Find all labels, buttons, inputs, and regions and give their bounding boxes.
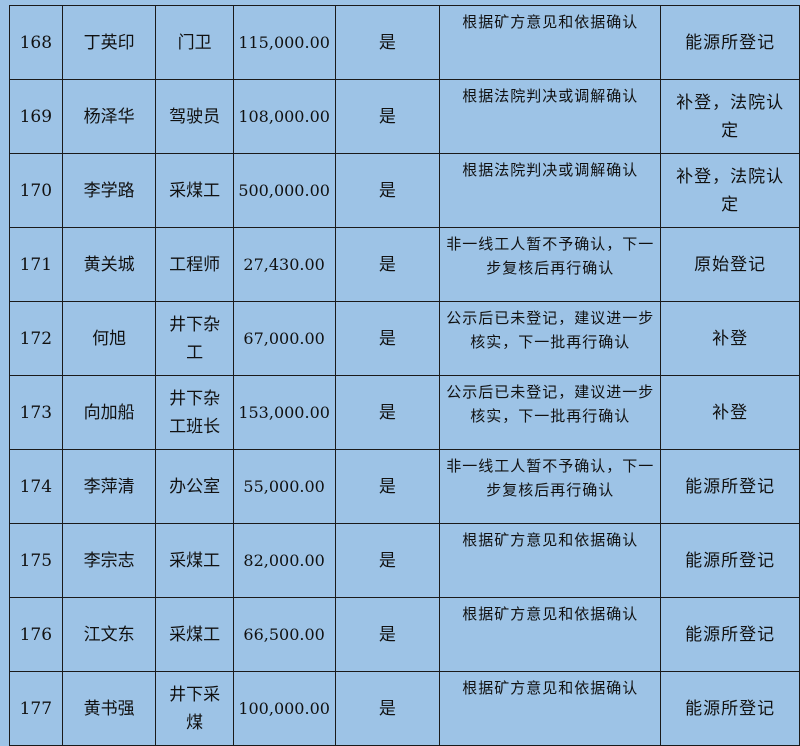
confirmed-cell: 是: [334, 5, 441, 80]
row-number-cell: 175: [9, 523, 63, 598]
name-cell: 黄关城: [61, 227, 157, 302]
job-cell: 办公室: [155, 449, 234, 524]
name-cell: 杨泽华: [61, 79, 157, 154]
table-row: 176 江文东 采煤工 66,500.00 是根据矿方意见和依据确认 能源所登记: [9, 597, 800, 672]
name-cell: 丁英印: [61, 5, 157, 80]
name-cell: 向加船: [61, 375, 157, 450]
amount-cell: 82,000.00: [232, 523, 336, 598]
name-cell: 黄书强: [61, 671, 157, 746]
row-number-cell: 171: [9, 227, 63, 302]
note-cell: 根据矿方意见和依据确认: [439, 523, 662, 598]
job-cell: 工程师: [155, 227, 234, 302]
remark-cell: 补登: [660, 301, 800, 376]
row-number-cell: 170: [9, 153, 63, 228]
amount-cell: 100,000.00: [232, 671, 336, 746]
amount-cell: 500,000.00: [232, 153, 336, 228]
job-cell: 井下杂工: [155, 301, 234, 376]
confirmed-cell: 是: [334, 227, 441, 302]
confirmed-cell: 是: [334, 449, 441, 524]
amount-cell: 55,000.00: [232, 449, 336, 524]
name-cell: 李学路: [61, 153, 157, 228]
table-row: 172 何旭 井下杂工 67,000.00 是公示后已未登记，建议进一步核实，下一批再行…: [9, 301, 800, 376]
note-cell: 非一线工人暂不予确认，下一步复核后再行确认: [439, 227, 662, 302]
note-cell: 非一线工人暂不予确认，下一步复核后再行确认: [439, 449, 662, 524]
job-cell: 采煤工: [155, 597, 234, 672]
remark-cell: 能源所登记: [660, 449, 800, 524]
row-number-cell: 172: [9, 301, 63, 376]
confirmed-cell: 是: [334, 597, 441, 672]
remark-cell: 补登，法院认定: [660, 79, 800, 154]
remark-cell: 能源所登记: [660, 671, 800, 746]
name-cell: 何旭: [61, 301, 157, 376]
job-cell: 井下杂工班长: [155, 375, 234, 450]
note-cell: 根据矿方意见和依据确认: [439, 597, 662, 672]
confirmed-cell: 是: [334, 79, 441, 154]
amount-cell: 66,500.00: [232, 597, 336, 672]
confirmed-cell: 是: [334, 671, 441, 746]
amount-cell: 115,000.00: [232, 5, 336, 80]
amount-cell: 27,430.00: [232, 227, 336, 302]
remark-cell: 补登: [660, 375, 800, 450]
confirmed-cell: 是: [334, 523, 441, 598]
table-row: 171 黄关城 工程师 27,430.00 是非一线工人暂不予确认，下一步复核后再行确认…: [9, 227, 800, 302]
remark-cell: 补登，法院认定: [660, 153, 800, 228]
claims-table: 168 丁英印 门卫 115,000.00 是根据矿方意见和依据确认 能源所登记 169 杨泽…: [9, 5, 800, 746]
confirmed-cell: 是: [334, 375, 441, 450]
remark-cell: 原始登记: [660, 227, 800, 302]
remark-cell: 能源所登记: [660, 5, 800, 80]
amount-cell: 108,000.00: [232, 79, 336, 154]
table-row: 169 杨泽华 驾驶员 108,000.00 是根据法院判决或调解确认 补登，法院认定: [9, 79, 800, 154]
name-cell: 李萍清: [61, 449, 157, 524]
table-row: 168 丁英印 门卫 115,000.00 是根据矿方意见和依据确认 能源所登记: [9, 5, 800, 80]
table-row: 175 李宗志 采煤工 82,000.00 是根据矿方意见和依据确认 能源所登记: [9, 523, 800, 598]
note-cell: 根据法院判决或调解确认: [439, 79, 662, 154]
table-row: 177 黄书强 井下采煤 100,000.00 是根据矿方意见和依据确认 能源所登记: [9, 671, 800, 746]
job-cell: 驾驶员: [155, 79, 234, 154]
confirmed-cell: 是: [334, 301, 441, 376]
row-number-cell: 177: [9, 671, 63, 746]
note-cell: 根据矿方意见和依据确认: [439, 671, 662, 746]
row-number-cell: 173: [9, 375, 63, 450]
table-row: 173 向加船 井下杂工班长 153,000.00 是公示后已未登记，建议进一步核实，下…: [9, 375, 800, 450]
row-number-cell: 169: [9, 79, 63, 154]
row-number-cell: 176: [9, 597, 63, 672]
job-cell: 井下采煤: [155, 671, 234, 746]
table-row: 174 李萍清 办公室 55,000.00 是非一线工人暂不予确认，下一步复核后再行确认…: [9, 449, 800, 524]
remark-cell: 能源所登记: [660, 597, 800, 672]
amount-cell: 67,000.00: [232, 301, 336, 376]
name-cell: 李宗志: [61, 523, 157, 598]
remark-cell: 能源所登记: [660, 523, 800, 598]
note-cell: 根据矿方意见和依据确认: [439, 5, 662, 80]
table-row: 170 李学路 采煤工 500,000.00 是根据法院判决或调解确认 补登，法院认定: [9, 153, 800, 228]
job-cell: 采煤工: [155, 523, 234, 598]
row-number-cell: 174: [9, 449, 63, 524]
note-cell: 根据法院判决或调解确认: [439, 153, 662, 228]
job-cell: 采煤工: [155, 153, 234, 228]
name-cell: 江文东: [61, 597, 157, 672]
amount-cell: 153,000.00: [232, 375, 336, 450]
confirmed-cell: 是: [334, 153, 441, 228]
row-number-cell: 168: [9, 5, 63, 80]
note-cell: 公示后已未登记，建议进一步核实，下一批再行确认: [439, 301, 662, 376]
note-cell: 公示后已未登记，建议进一步核实，下一批再行确认: [439, 375, 662, 450]
job-cell: 门卫: [155, 5, 234, 80]
